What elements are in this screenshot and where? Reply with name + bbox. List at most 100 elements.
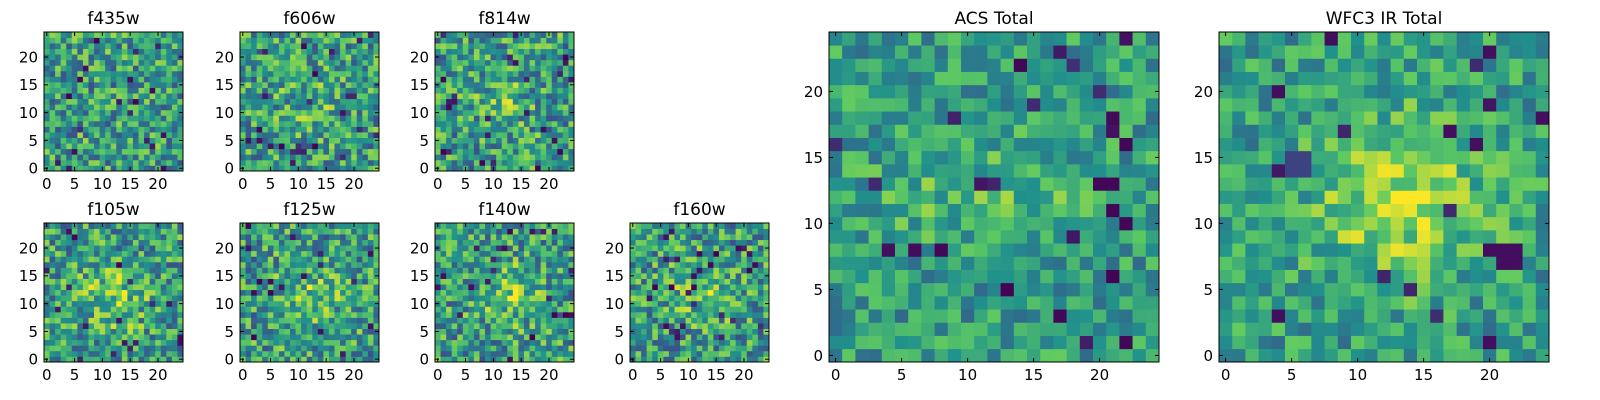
heatmap-cell <box>323 345 330 352</box>
heatmap-cell <box>262 256 269 263</box>
x-tick-label: 5 <box>266 366 276 384</box>
heatmap-cell <box>312 37 319 44</box>
heatmap-cell <box>105 334 112 341</box>
heatmap-cell <box>730 356 736 363</box>
heatmap-cell <box>49 317 56 324</box>
heatmap-cell <box>362 126 369 133</box>
heatmap-cell <box>718 234 725 241</box>
heatmap-cell <box>328 234 335 241</box>
heatmap-cell <box>446 261 453 268</box>
heatmap-cell <box>568 239 575 246</box>
heatmap-cell <box>77 239 84 246</box>
heatmap-cell <box>635 256 642 263</box>
heatmap-cell <box>568 159 575 166</box>
heatmap-cell <box>273 323 280 329</box>
heatmap-cell <box>373 339 380 346</box>
heatmap-cell <box>312 126 319 133</box>
heatmap-cell <box>245 245 252 252</box>
heatmap-cell <box>345 289 352 296</box>
heatmap-cell <box>88 334 95 341</box>
heatmap-cell <box>284 132 291 138</box>
heatmap-cell <box>94 273 100 279</box>
heatmap-cell <box>273 356 280 363</box>
heatmap-cell <box>105 311 112 318</box>
heatmap-cell <box>518 109 525 116</box>
heatmap-cell <box>512 143 519 150</box>
heatmap-cell <box>451 65 458 72</box>
heatmap-cell <box>718 323 725 329</box>
heatmap-cell <box>691 278 698 285</box>
heatmap-cell <box>60 32 67 38</box>
heatmap-cell <box>367 350 374 357</box>
heatmap-cell <box>562 76 569 83</box>
heatmap-cell <box>641 356 648 363</box>
heatmap-cell <box>551 109 558 116</box>
heatmap-cell <box>1027 150 1041 165</box>
heatmap-cell <box>908 164 922 178</box>
heatmap-cell <box>529 323 536 329</box>
heatmap-cell <box>138 256 145 263</box>
heatmap-cell <box>741 339 748 346</box>
heatmap-cell <box>278 87 285 94</box>
heatmap-cell <box>295 289 302 296</box>
heatmap-cell <box>557 317 564 324</box>
heatmap-cell <box>746 345 753 352</box>
heatmap-cell <box>501 328 508 335</box>
heatmap-cell <box>132 261 139 268</box>
heatmap-cell <box>468 311 475 318</box>
heatmap-cell <box>507 159 514 166</box>
heatmap-cell <box>267 126 274 133</box>
heatmap-cell <box>60 93 67 100</box>
heatmap-cell <box>551 143 558 150</box>
heatmap-cell <box>485 234 491 241</box>
heatmap-cell <box>251 59 258 66</box>
heatmap-cell <box>473 82 480 88</box>
heatmap-cell <box>568 93 575 100</box>
heatmap-cell <box>562 295 569 302</box>
heatmap-cell <box>284 345 291 352</box>
heatmap-cell <box>462 261 469 268</box>
heatmap-cell <box>323 109 330 116</box>
heatmap-cell <box>144 223 150 229</box>
heatmap-cell <box>345 278 352 285</box>
heatmap-cell <box>496 143 503 150</box>
heatmap-cell <box>290 148 296 155</box>
heatmap-cell <box>273 317 280 324</box>
heatmap-cell <box>306 300 313 307</box>
heatmap-cell <box>518 234 525 241</box>
heatmap-cell <box>635 223 642 229</box>
heatmap-cell <box>707 334 714 341</box>
heatmap-cell <box>479 154 486 161</box>
heatmap-cell <box>568 154 575 161</box>
heatmap-cell <box>752 267 759 274</box>
heatmap-cell <box>94 137 100 144</box>
heatmap-cell <box>149 59 156 66</box>
heatmap-cell <box>267 311 274 318</box>
heatmap-cell <box>685 334 692 341</box>
heatmap-cell <box>301 48 308 55</box>
heatmap-cell <box>1106 309 1120 323</box>
heatmap-cell <box>116 132 123 138</box>
heatmap-cell <box>251 120 258 127</box>
heatmap-cell <box>462 48 469 55</box>
heatmap-cell <box>440 159 447 166</box>
heatmap-cell <box>256 223 263 229</box>
heatmap-cell <box>440 120 447 127</box>
heatmap-cell <box>356 37 363 44</box>
heatmap-cell <box>718 278 725 285</box>
heatmap-cell <box>55 273 62 279</box>
heatmap-cell <box>668 328 675 335</box>
heatmap-cell <box>155 300 162 307</box>
heatmap-cell <box>680 317 686 324</box>
heatmap-cell <box>138 43 145 50</box>
heatmap-cell <box>44 323 50 329</box>
heatmap-cell <box>1027 190 1041 204</box>
heatmap-cell <box>562 154 569 161</box>
heatmap-cell <box>284 245 291 252</box>
heatmap-cell <box>317 82 324 88</box>
heatmap-cell <box>66 323 73 329</box>
heatmap-cell <box>529 284 536 291</box>
heatmap-cell <box>546 284 553 291</box>
heatmap-cell <box>523 339 530 346</box>
heatmap-cell <box>110 148 117 155</box>
